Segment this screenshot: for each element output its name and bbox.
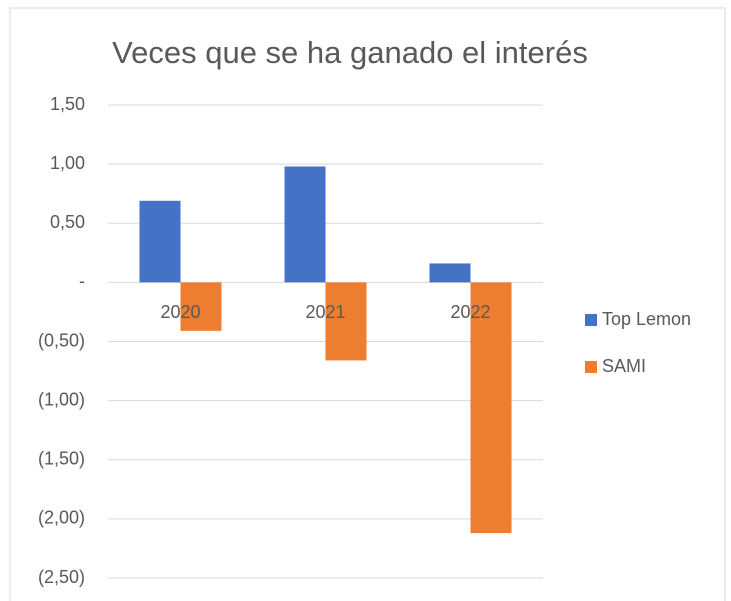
x-tick-label: 2021 (305, 302, 345, 322)
bar (180, 282, 222, 331)
y-tick-label: - (79, 271, 85, 291)
y-tick-label: 1,00 (50, 153, 85, 173)
x-tick-label: 2020 (160, 302, 200, 322)
bar (139, 200, 181, 283)
chart-frame (9, 7, 726, 601)
bar (470, 282, 512, 534)
y-tick-label: (2,00) (38, 508, 85, 528)
y-tick-label: (1,00) (38, 389, 85, 409)
chart-title: Veces que se ha ganado el interés (112, 35, 588, 70)
y-tick-label: 1,50 (50, 94, 85, 114)
bar (284, 166, 326, 283)
legend-swatch (585, 361, 597, 373)
y-tick-label: (0,50) (38, 330, 85, 350)
x-tick-label: 2022 (450, 302, 490, 322)
legend-label: SAMI (602, 356, 646, 376)
y-tick-label: (2,50) (38, 567, 85, 587)
bar (325, 282, 367, 361)
legend-swatch (585, 314, 597, 326)
y-tick-label: 0,50 (50, 212, 85, 232)
y-tick-label: (1,50) (38, 449, 85, 469)
legend-label: Top Lemon (602, 309, 691, 329)
bar (429, 263, 471, 283)
